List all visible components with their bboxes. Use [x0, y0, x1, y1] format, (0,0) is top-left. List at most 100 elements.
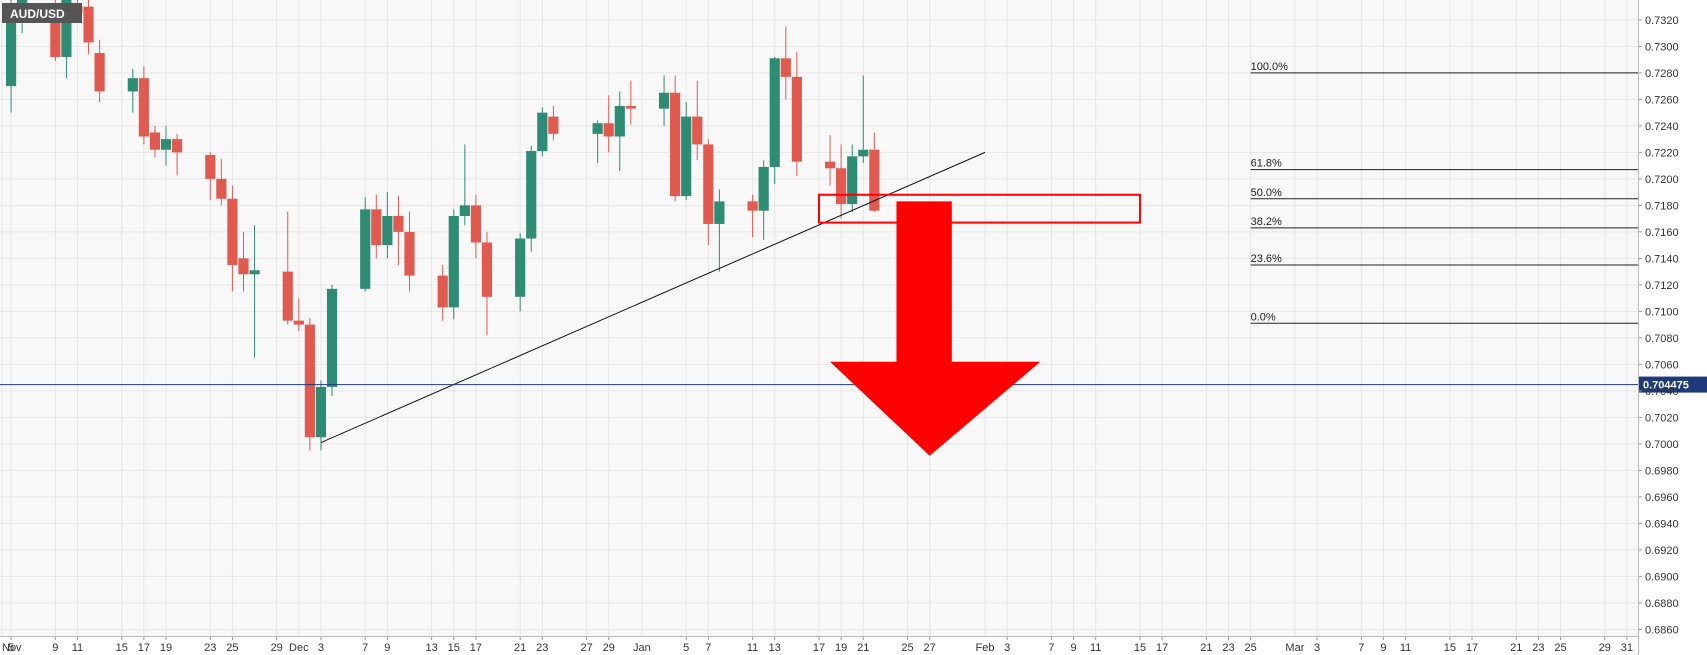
- time-tick-label: 15: [1134, 642, 1146, 654]
- candle: [869, 132, 880, 212]
- candle-body: [393, 215, 404, 232]
- time-tick-label: 25: [1554, 642, 1566, 654]
- candle-body: [592, 123, 603, 134]
- time-axis: 5 9 11 15 17 19 23 25 29 3 7 9 13 15 17 21 23 27 29 5 7 11 13 1…: [0, 636, 1638, 654]
- candle-body: [437, 275, 448, 308]
- candle-body: [382, 215, 393, 246]
- candle-body: [61, 0, 72, 57]
- trendline: [320, 151, 986, 444]
- candle: [703, 139, 714, 246]
- time-tick-label: 17: [470, 642, 482, 654]
- candle: [393, 196, 404, 265]
- candle: [548, 106, 559, 141]
- symbol-badge-bg: [2, 3, 82, 23]
- time-tick-label: 17: [1466, 642, 1478, 654]
- time-tick-label: 13: [769, 642, 781, 654]
- fib-level-label: 38.2%: [1251, 216, 1282, 228]
- resistance-box: [818, 193, 1141, 224]
- candle: [138, 66, 149, 145]
- fib-level-label: 100.0%: [1251, 61, 1289, 73]
- time-tick-label: 15: [448, 642, 460, 654]
- candle-body: [459, 205, 470, 216]
- price-tick-label: 0.6980: [1645, 465, 1679, 477]
- time-tick-label: 19: [835, 642, 847, 654]
- candle-body: [371, 209, 382, 246]
- candle-body: [171, 139, 183, 153]
- candle: [758, 160, 769, 240]
- candle: [614, 91, 625, 171]
- fib-level-label: 23.6%: [1251, 253, 1282, 265]
- fib-level-label: 0.0%: [1251, 311, 1276, 323]
- candle: [249, 225, 260, 358]
- candle-body: [149, 132, 161, 150]
- candle: [824, 135, 836, 186]
- candle: [171, 133, 183, 175]
- candle-body: [780, 58, 791, 77]
- time-tick-label: 13: [426, 642, 438, 654]
- current-price-tag: [1639, 376, 1707, 393]
- current-price-label: 0.704475: [1643, 380, 1689, 392]
- time-tick-label: 19: [160, 642, 172, 654]
- candle-body: [869, 149, 880, 211]
- candle: [216, 159, 227, 206]
- time-month-label: Feb: [976, 642, 995, 654]
- time-tick-label: 7: [362, 642, 368, 654]
- price-tick-label: 0.7040: [1645, 386, 1679, 398]
- time-tick-label: 9: [384, 642, 390, 654]
- candle: [780, 26, 791, 100]
- price-tick-label: 0.6860: [1645, 624, 1679, 636]
- candle-body: [127, 78, 138, 92]
- symbol-badge: AUD/USD: [2, 3, 82, 23]
- candle: [658, 75, 670, 126]
- time-tick-label: 21: [1200, 642, 1212, 654]
- time-tick-label: 11: [1400, 642, 1411, 654]
- time-tick-label: 15: [1444, 642, 1456, 654]
- time-month-label: Jan: [633, 642, 651, 654]
- time-tick-label: 25: [1245, 642, 1257, 654]
- time-tick-label: 31: [1621, 642, 1633, 654]
- candle-body: [404, 231, 415, 276]
- fib-level-label: 61.8%: [1251, 158, 1282, 170]
- price-tick-label: 0.7060: [1645, 359, 1679, 371]
- price-tick-label: 0.7100: [1645, 306, 1679, 318]
- candle: [238, 231, 249, 292]
- candle: [360, 197, 371, 292]
- candle: [282, 212, 293, 325]
- candle-body: [83, 6, 94, 43]
- time-tick-label: 11: [1090, 642, 1101, 654]
- candle-body: [625, 106, 636, 109]
- candle-body: [714, 201, 725, 224]
- price-tick-label: 0.6960: [1645, 492, 1679, 504]
- candle: [769, 56, 780, 185]
- candle: [149, 125, 161, 158]
- candle: [382, 192, 393, 259]
- candle-body: [94, 53, 105, 92]
- price-tick-label: 0.7000: [1645, 439, 1679, 451]
- candle-body: [758, 166, 769, 211]
- time-tick-label: 23: [1222, 642, 1234, 654]
- candle: [61, 0, 72, 79]
- candle-body: [769, 58, 780, 167]
- candle: [592, 120, 603, 163]
- candle-body: [448, 215, 459, 308]
- candle-body: [470, 205, 481, 243]
- price-tick-label: 0.6880: [1645, 598, 1679, 610]
- candle: [836, 144, 847, 219]
- candle-body: [548, 116, 559, 134]
- candle: [714, 189, 725, 272]
- price-tick-label: 0.7300: [1645, 41, 1679, 53]
- candle-body: [824, 161, 836, 169]
- time-tick-label: 27: [580, 642, 592, 654]
- time-tick-label: 25: [901, 642, 913, 654]
- candle: [515, 233, 526, 312]
- price-axis: 0.7320 0.7300 0.7280 0.7260 0.7240 0.7220 0.72…: [1638, 0, 1679, 655]
- candle: [293, 298, 304, 332]
- candle: [227, 185, 238, 292]
- price-tick-label: 0.7020: [1645, 412, 1679, 424]
- candle-body: [603, 123, 614, 137]
- candle-body: [703, 144, 714, 224]
- candle-body: [293, 320, 304, 325]
- candle-body: [847, 156, 858, 205]
